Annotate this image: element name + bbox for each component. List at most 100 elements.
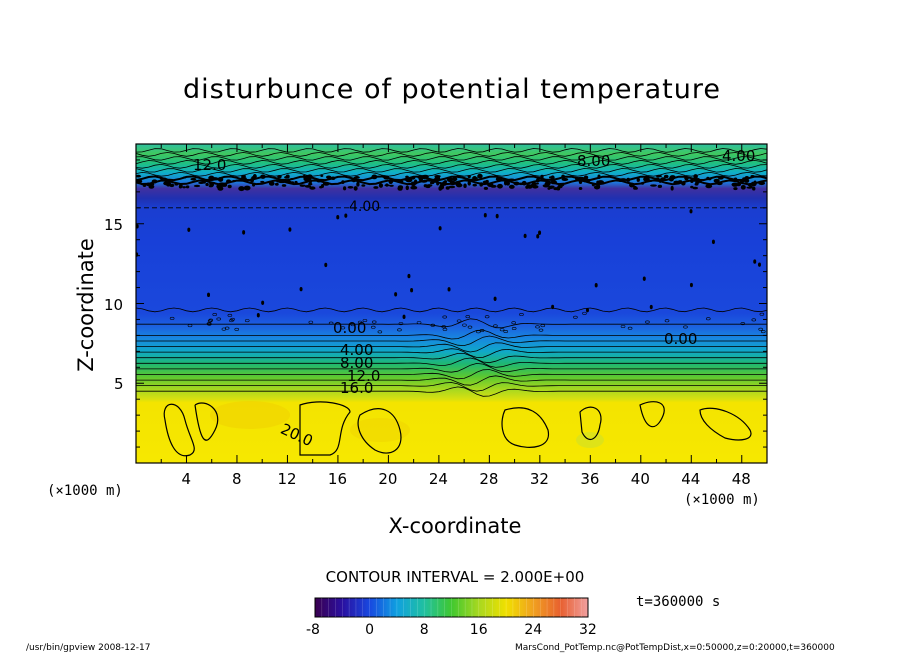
- x-tick-label: 48: [731, 470, 751, 488]
- y-axis-ticks: [136, 159, 767, 448]
- noise-mark: [673, 180, 680, 184]
- y-tick-label: 5: [114, 375, 124, 393]
- noise-mark: [216, 183, 223, 189]
- noise-mark: [449, 180, 457, 186]
- noise-mark: [684, 175, 689, 181]
- noise-mark: [420, 180, 428, 183]
- noise-mark: [353, 186, 358, 191]
- x-tick-label: 28: [479, 470, 499, 488]
- noise-mark: [503, 180, 508, 186]
- contour-line: [136, 148, 767, 153]
- noise-mark: [593, 185, 601, 190]
- noise-mark: [752, 186, 756, 191]
- noise-mark: [165, 181, 171, 187]
- noise-mark: [371, 174, 378, 180]
- noise-mark: [281, 184, 287, 187]
- noise-mark: [208, 175, 215, 181]
- noise-mark: [294, 180, 298, 185]
- noise-mark: [535, 325, 540, 329]
- noise-mark: [747, 183, 752, 187]
- noise-mark: [353, 176, 360, 179]
- noise-mark: [316, 179, 322, 183]
- noise-mark: [472, 176, 477, 180]
- noise-mark: [511, 327, 517, 331]
- noise-mark: [477, 173, 483, 179]
- noise-mark: [695, 181, 700, 184]
- noise-mark: [179, 184, 183, 188]
- noise-mark: [442, 315, 448, 319]
- noise-mark: [336, 214, 340, 220]
- noise-mark: [636, 177, 640, 182]
- noise-mark: [681, 181, 686, 186]
- chart-title: disturbunce of potential temperature: [183, 74, 721, 105]
- contour-line: [136, 362, 767, 373]
- noise-mark: [290, 181, 295, 184]
- noise-mark: [439, 185, 445, 190]
- noise-mark: [753, 259, 757, 264]
- contour-interval: CONTOUR INTERVAL = 2.000E+00: [325, 568, 585, 586]
- noise-mark: [193, 184, 201, 188]
- noise-mark: [484, 315, 490, 319]
- noise-mark: [482, 180, 489, 184]
- noise-mark: [536, 178, 540, 183]
- noise-mark: [169, 183, 175, 188]
- noise-mark: [467, 180, 471, 186]
- contour-label: 8.00: [577, 152, 611, 170]
- noise-mark: [493, 324, 498, 328]
- noise-mark: [340, 326, 346, 330]
- noise-mark: [645, 320, 650, 324]
- noise-mark: [438, 226, 442, 231]
- noise-mark: [187, 324, 193, 328]
- contour-line: [136, 348, 767, 358]
- noise-mark: [547, 187, 551, 190]
- noise-mark: [643, 176, 650, 182]
- noise-mark: [692, 186, 699, 190]
- noise-mark: [326, 175, 332, 179]
- noise-mark: [212, 313, 218, 317]
- noise-mark: [441, 325, 447, 329]
- noise-mark: [405, 175, 409, 179]
- noise-mark: [140, 183, 147, 186]
- x-tick-label: 20: [378, 470, 398, 488]
- noise-mark: [509, 178, 515, 181]
- noise-mark: [308, 179, 313, 184]
- noise-mark: [207, 322, 212, 326]
- noise-mark: [640, 182, 645, 185]
- contour-line: [136, 382, 767, 392]
- footer-left: /usr/bin/gpview 2008-12-17: [26, 643, 151, 653]
- contour-line: [136, 369, 767, 380]
- noise-mark: [525, 185, 529, 189]
- noise-mark: [361, 184, 366, 187]
- noise-mark: [357, 320, 363, 324]
- noise-mark: [530, 183, 537, 188]
- noise-mark: [383, 175, 390, 180]
- noise-mark: [740, 179, 745, 183]
- noise-mark: [578, 179, 583, 184]
- noise-mark: [476, 330, 481, 334]
- time-label: t=360000 s: [636, 594, 721, 610]
- noise-mark: [594, 282, 598, 288]
- noise-mark: [479, 182, 483, 187]
- noise-mark: [626, 177, 631, 182]
- noise-mark: [462, 323, 467, 327]
- noise-mark: [344, 213, 348, 218]
- noise-mark: [370, 325, 376, 329]
- noise-mark: [207, 292, 211, 298]
- noise-mark: [561, 177, 569, 181]
- noise-mark: [733, 187, 738, 191]
- noise-mark: [558, 183, 565, 187]
- noise-mark: [669, 175, 676, 180]
- noise-mark: [597, 174, 601, 180]
- noise-mark: [664, 319, 670, 323]
- noise-mark: [574, 177, 580, 181]
- noise-mark: [542, 184, 550, 188]
- noise-mark: [465, 315, 471, 319]
- noise-mark: [299, 184, 306, 187]
- noise-mark: [649, 304, 653, 310]
- x-unit-left: (×1000 m): [47, 483, 123, 499]
- noise-mark: [716, 181, 723, 186]
- noise-mark: [232, 179, 236, 183]
- noise-mark: [205, 182, 209, 187]
- noise-mark: [416, 321, 422, 325]
- noise-mark: [658, 179, 662, 183]
